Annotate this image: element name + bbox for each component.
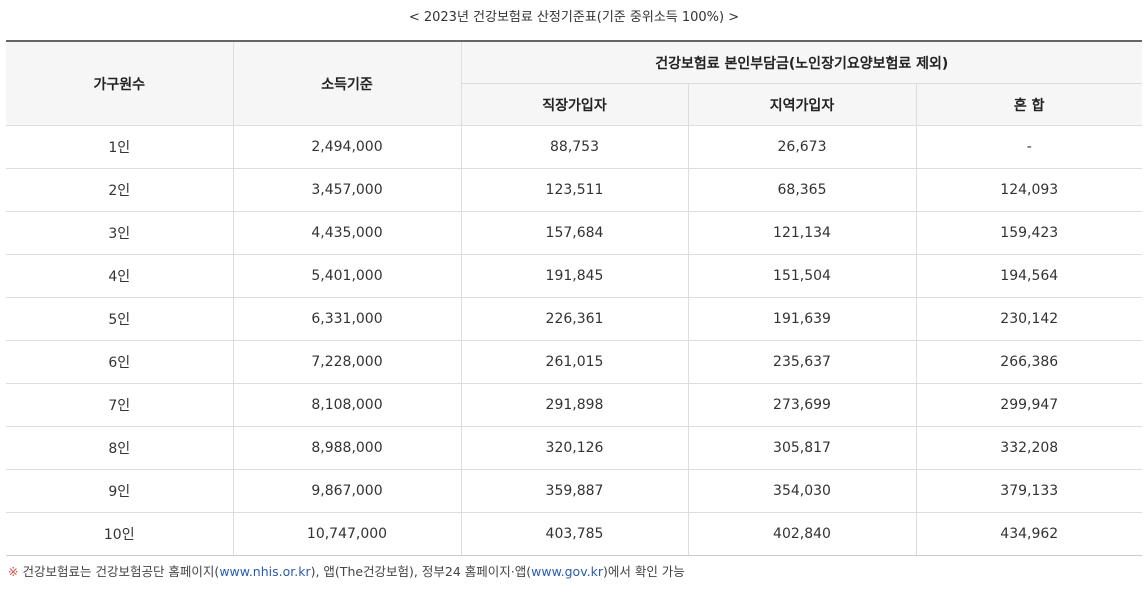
cell-regional: 68,365 <box>687 168 916 212</box>
cell-household: 7인 <box>6 383 233 427</box>
cell-mixed: - <box>915 125 1142 169</box>
cell-income: 9,867,000 <box>232 469 461 513</box>
cell-income: 2,494,000 <box>232 125 461 169</box>
cell-regional: 151,504 <box>687 254 916 298</box>
cell-income: 4,435,000 <box>232 211 461 255</box>
cell-employee: 291,898 <box>460 383 688 427</box>
footnote-text-1: 건강보험료는 건강보험공단 홈페이지( <box>22 564 220 579</box>
cell-employee: 226,361 <box>460 297 688 341</box>
cell-income: 10,747,000 <box>232 512 461 556</box>
cell-employee: 191,845 <box>460 254 688 298</box>
cell-mixed: 230,142 <box>915 297 1142 341</box>
cell-income: 3,457,000 <box>232 168 461 212</box>
table-row: 2인 3,457,000 123,511 68,365 124,093 <box>6 168 1142 212</box>
cell-regional: 235,637 <box>687 340 916 384</box>
cell-mixed: 159,423 <box>915 211 1142 255</box>
cell-mixed: 266,386 <box>915 340 1142 384</box>
gov-link[interactable]: www.gov.kr <box>531 564 603 579</box>
footnote-text-3: )에서 확인 가능 <box>602 564 685 579</box>
insurance-rate-table: 가구원수 소득기준 건강보험료 본인부담금(노인장기요양보험료 제외) 직장가입… <box>6 40 1142 556</box>
cell-household: 5인 <box>6 297 233 341</box>
cell-mixed: 124,093 <box>915 168 1142 212</box>
cell-household: 8인 <box>6 426 233 470</box>
table-row: 10인 10,747,000 403,785 402,840 434,962 <box>6 512 1142 556</box>
header-mixed: 혼 합 <box>915 83 1142 126</box>
nhis-link[interactable]: www.nhis.or.kr <box>219 564 311 579</box>
cell-household: 6인 <box>6 340 233 384</box>
cell-mixed: 299,947 <box>915 383 1142 427</box>
cell-mixed: 194,564 <box>915 254 1142 298</box>
cell-household: 3인 <box>6 211 233 255</box>
cell-income: 7,228,000 <box>232 340 461 384</box>
cell-household: 10인 <box>6 512 233 556</box>
cell-mixed: 379,133 <box>915 469 1142 513</box>
cell-income: 6,331,000 <box>232 297 461 341</box>
table-row: 7인 8,108,000 291,898 273,699 299,947 <box>6 383 1142 427</box>
cell-household: 1인 <box>6 125 233 169</box>
cell-income: 8,988,000 <box>232 426 461 470</box>
table-row: 9인 9,867,000 359,887 354,030 379,133 <box>6 469 1142 513</box>
cell-employee: 403,785 <box>460 512 688 556</box>
cell-regional: 26,673 <box>687 125 916 169</box>
cell-employee: 320,126 <box>460 426 688 470</box>
footnote-text-2: ), 앱(The건강보험), 정부24 홈페이지·앱( <box>310 564 532 579</box>
table-row: 1인 2,494,000 88,753 26,673 - <box>6 125 1142 169</box>
cell-regional: 402,840 <box>687 512 916 556</box>
cell-employee: 157,684 <box>460 211 688 255</box>
table-caption: < 2023년 건강보험료 산정기준표(기준 중위소득 100%) > <box>408 10 740 25</box>
header-household: 가구원수 <box>6 41 233 126</box>
cell-household: 4인 <box>6 254 233 298</box>
cell-employee: 88,753 <box>460 125 688 169</box>
cell-income: 8,108,000 <box>232 383 461 427</box>
table-row: 5인 6,331,000 226,361 191,639 230,142 <box>6 297 1142 341</box>
cell-household: 9인 <box>6 469 233 513</box>
cell-regional: 121,134 <box>687 211 916 255</box>
cell-mixed: 332,208 <box>915 426 1142 470</box>
cell-regional: 273,699 <box>687 383 916 427</box>
cell-employee: 123,511 <box>460 168 688 212</box>
reference-mark-icon: ※ <box>8 564 19 579</box>
table-row: 8인 8,988,000 320,126 305,817 332,208 <box>6 426 1142 470</box>
table-row: 6인 7,228,000 261,015 235,637 266,386 <box>6 340 1142 384</box>
table-row: 3인 4,435,000 157,684 121,134 159,423 <box>6 211 1142 255</box>
table-row: 4인 5,401,000 191,845 151,504 194,564 <box>6 254 1142 298</box>
header-employee: 직장가입자 <box>460 83 688 126</box>
header-income: 소득기준 <box>232 41 461 126</box>
header-regional: 지역가입자 <box>687 83 916 126</box>
cell-regional: 305,817 <box>687 426 916 470</box>
cell-employee: 359,887 <box>460 469 688 513</box>
cell-employee: 261,015 <box>460 340 688 384</box>
cell-income: 5,401,000 <box>232 254 461 298</box>
cell-mixed: 434,962 <box>915 512 1142 556</box>
footnote: ※ 건강보험료는 건강보험공단 홈페이지(www.nhis.or.kr), 앱(T… <box>8 563 685 581</box>
cell-regional: 354,030 <box>687 469 916 513</box>
cell-regional: 191,639 <box>687 297 916 341</box>
cell-household: 2인 <box>6 168 233 212</box>
header-group: 건강보험료 본인부담금(노인장기요양보험료 제외) <box>460 41 1142 84</box>
